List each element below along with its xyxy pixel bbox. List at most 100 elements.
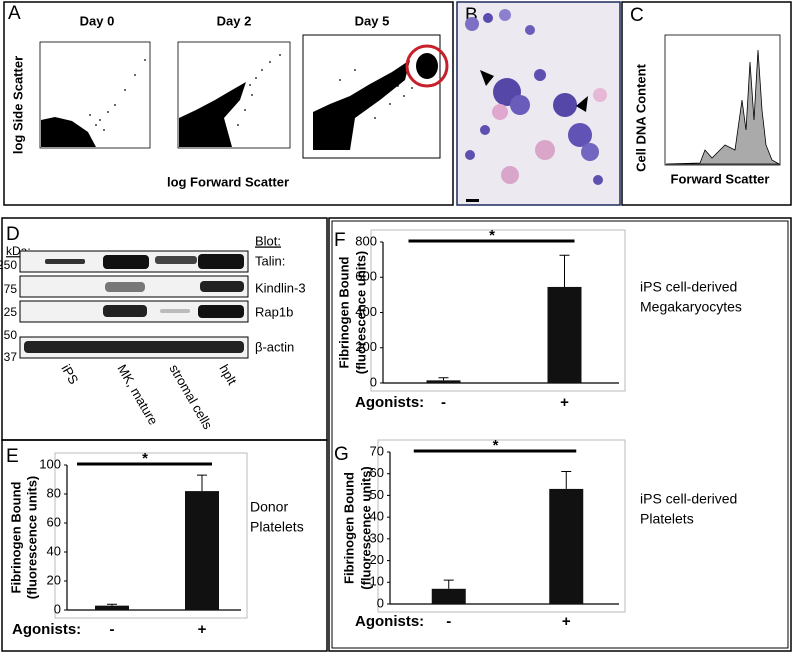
panel-frame [621, 1, 792, 206]
x-axis-label: Agonists: [12, 621, 81, 638]
y-axis-label: (fluorescence units) [24, 476, 39, 600]
x-tick-label: + [562, 613, 571, 630]
significance-mark: * [493, 437, 499, 454]
scatter-box [177, 41, 291, 149]
panel-letter: A [8, 3, 21, 24]
error-bar [107, 603, 117, 606]
blot-name: β-actin [255, 339, 294, 354]
y-tick-label: 400 [355, 304, 377, 319]
histogram-shape [665, 49, 781, 165]
y-tick-label: 50 [370, 487, 384, 502]
bar [426, 380, 461, 383]
bar [549, 488, 584, 604]
y-tick-label: 70 [370, 443, 384, 458]
marker-label: 37 [4, 350, 18, 364]
y-axis-label: Fibrinogen Bound [8, 481, 23, 593]
scatter-cloud [179, 82, 246, 147]
bar [547, 286, 582, 383]
panel-frame [328, 217, 792, 652]
note: iPS cell-derived [640, 491, 737, 507]
panel-frame [456, 1, 621, 206]
scatter-dots [339, 69, 413, 119]
y-tick-label: 40 [370, 509, 384, 524]
significance-mark: * [142, 450, 148, 467]
blot-name: Kindlin-3 [255, 280, 306, 295]
micrograph [465, 9, 607, 202]
axis-label: Cell DNA Content [633, 63, 648, 172]
error-bar [561, 471, 572, 489]
day-label: Day 0 [80, 13, 115, 28]
y-axis-label: (fluorescence units) [353, 251, 368, 375]
plot-frame [377, 439, 626, 613]
plot-frame [54, 452, 248, 619]
y-tick-label: 100 [39, 456, 61, 471]
x-tick-label: + [198, 621, 207, 638]
axis-label: log Side Scatter [10, 56, 25, 154]
blot-name: Rap1b [255, 304, 293, 319]
scatter-dots [237, 54, 281, 126]
day-label: Day 5 [355, 13, 390, 28]
y-tick-label: 0 [377, 595, 384, 610]
y-tick-label: 60 [370, 465, 384, 480]
y-tick-label: 800 [355, 233, 377, 248]
error-bar [197, 474, 207, 492]
y-tick-label: 40 [47, 543, 61, 558]
bar [185, 491, 219, 610]
marker-label: 75 [4, 282, 18, 296]
x-tick-label: - [446, 613, 451, 630]
y-tick-label: 200 [355, 339, 377, 354]
bar [431, 588, 466, 604]
lane-label: iPS [58, 362, 81, 387]
error-bar [443, 579, 454, 589]
plot-frame [370, 229, 626, 392]
y-tick-label: 30 [370, 530, 384, 545]
y-axis-label: (fluorescence units) [358, 466, 373, 590]
scatter-cloud [313, 60, 410, 150]
note: iPS cell-derived [640, 279, 737, 295]
y-tick-label: 60 [47, 514, 61, 529]
panel-letter: G [334, 444, 349, 465]
scatter-dots [89, 59, 146, 131]
x-tick-label: - [441, 394, 446, 411]
panel-letter: C [630, 5, 644, 26]
panel-letter: F [334, 230, 346, 251]
marker-label: 250 [0, 258, 17, 272]
blot-label: Blot: [255, 233, 281, 248]
panel-frame [3, 1, 454, 206]
axis-label: Forward Scatter [671, 171, 770, 186]
lane-label: MK, mature [114, 362, 161, 428]
note: Donor [250, 499, 288, 515]
scatter-box [302, 34, 441, 159]
highlight-circle [405, 44, 449, 88]
day-label: Day 2 [217, 13, 252, 28]
panel-letter: E [6, 446, 19, 467]
y-axis-label: Fibrinogen Bound [336, 256, 351, 368]
marker-label: 50 [4, 328, 18, 342]
x-axis-label: Agonists: [355, 394, 424, 411]
note: Platelets [250, 519, 304, 535]
lane-label: hplt [216, 362, 240, 388]
note: Platelets [640, 511, 694, 527]
significance-mark: * [489, 227, 495, 244]
bar [95, 605, 129, 610]
panel-frame [1, 439, 328, 652]
scatter-box [39, 41, 151, 149]
y-tick-label: 10 [370, 574, 384, 589]
y-tick-label: 600 [355, 269, 377, 284]
scatter-cloud [41, 117, 96, 147]
axis-label: log Forward Scatter [167, 174, 289, 189]
y-tick-label: 0 [54, 601, 61, 616]
y-tick-label: 80 [47, 485, 61, 500]
western-blot [19, 250, 249, 359]
error-bar [559, 254, 570, 287]
y-axis-label: Fibrinogen Bound [341, 472, 356, 584]
y-tick-label: 0 [370, 374, 377, 389]
x-tick-label: + [560, 394, 569, 411]
error-bar [438, 377, 449, 381]
note: Megakaryocytes [640, 299, 742, 315]
marker-label: 25 [4, 305, 18, 319]
blot-name: Talin: [255, 253, 285, 268]
panel-frame [331, 220, 789, 649]
panel-letter: D [6, 224, 20, 245]
